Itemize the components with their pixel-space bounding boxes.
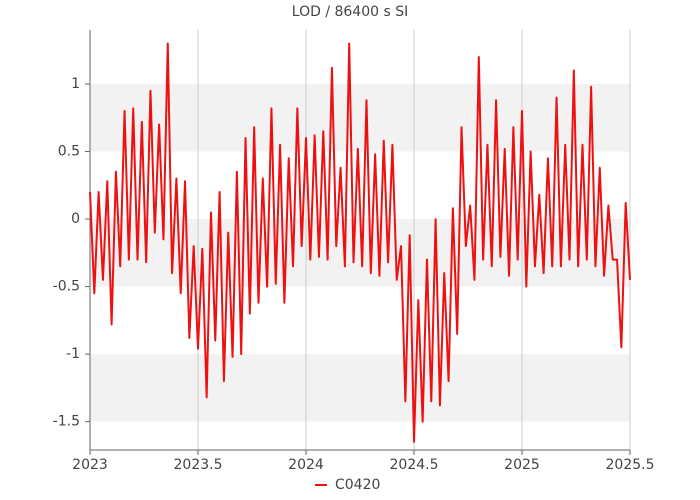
- y-tick-label: 0: [71, 211, 80, 227]
- x-tick-label: 2025.5: [606, 457, 655, 473]
- x-tick-label: 2024: [288, 457, 324, 473]
- y-tick-label: -1.5: [53, 414, 80, 430]
- y-tick-label: 1: [71, 76, 80, 92]
- data-line: [89, 42, 631, 443]
- y-tick-label: -0.5: [53, 279, 80, 295]
- x-tick-label: 2024.5: [390, 457, 439, 473]
- x-tick-label: 2023.5: [174, 457, 223, 473]
- y-tick-label: -1: [66, 346, 80, 362]
- chart-title: LOD / 86400 s SI: [292, 4, 408, 20]
- x-tick-label: 2025: [504, 457, 540, 473]
- y-tick-label: 0.5: [58, 144, 80, 160]
- grid-band: [90, 354, 630, 422]
- x-tick-label: 2023: [72, 457, 108, 473]
- grid-band: [90, 84, 630, 152]
- legend-label: C0420: [335, 477, 380, 493]
